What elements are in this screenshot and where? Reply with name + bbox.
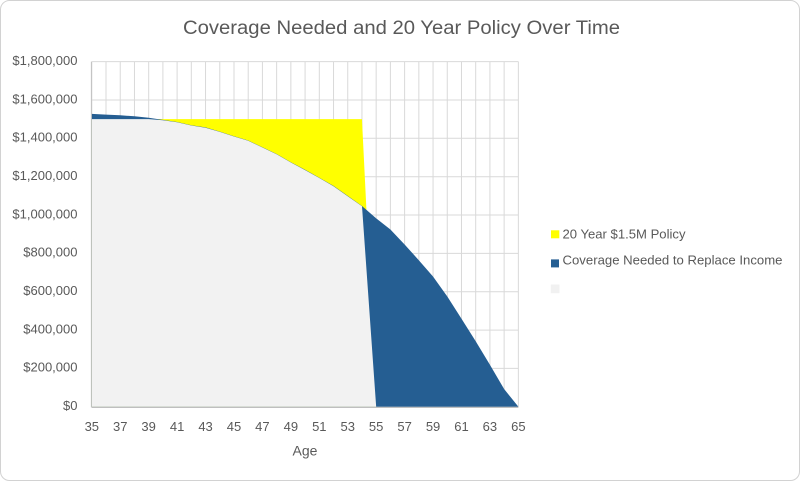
svg-text:39: 39 [141, 419, 155, 434]
svg-text:53: 53 [341, 419, 355, 434]
svg-text:61: 61 [454, 419, 468, 434]
svg-text:Age: Age [293, 443, 318, 459]
svg-text:$1,600,000: $1,600,000 [12, 91, 77, 106]
svg-text:55: 55 [369, 419, 383, 434]
svg-text:$1,000,000: $1,000,000 [12, 206, 77, 221]
svg-text:$600,000: $600,000 [23, 283, 77, 298]
svg-text:45: 45 [227, 419, 241, 434]
svg-text:41: 41 [170, 419, 184, 434]
svg-text:$400,000: $400,000 [23, 321, 77, 336]
svg-text:37: 37 [113, 419, 127, 434]
svg-text:59: 59 [426, 419, 440, 434]
svg-text:Coverage Needed to Replace Inc: Coverage Needed to Replace Income [563, 253, 783, 268]
svg-text:$800,000: $800,000 [23, 245, 77, 260]
svg-text:43: 43 [198, 419, 212, 434]
svg-text:$1,800,000: $1,800,000 [12, 53, 77, 68]
svg-text:49: 49 [284, 419, 298, 434]
svg-text:65: 65 [511, 419, 525, 434]
svg-text:35: 35 [85, 419, 99, 434]
svg-text:51: 51 [312, 419, 326, 434]
svg-text:20 Year $1.5M Policy: 20 Year $1.5M Policy [563, 226, 686, 241]
svg-text:$1,400,000: $1,400,000 [12, 130, 77, 145]
svg-text:63: 63 [483, 419, 497, 434]
svg-text:57: 57 [397, 419, 411, 434]
svg-text:$200,000: $200,000 [23, 360, 77, 375]
svg-text:Coverage Needed and 20 Year Po: Coverage Needed and 20 Year Policy Over … [183, 18, 620, 39]
svg-text:$1,200,000: $1,200,000 [12, 168, 77, 183]
svg-text:47: 47 [255, 419, 269, 434]
svg-text:$0: $0 [63, 398, 77, 413]
